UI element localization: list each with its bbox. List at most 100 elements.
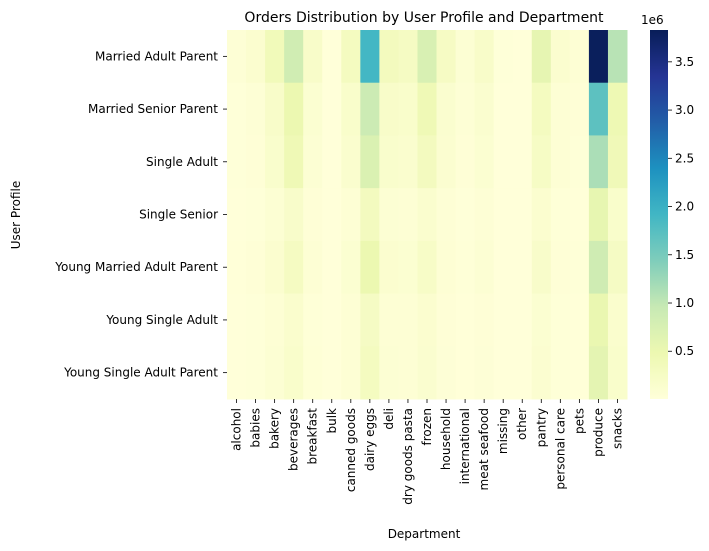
- heatmap-cell: [531, 135, 552, 189]
- chart-title: Orders Distribution by User Profile and …: [244, 10, 604, 26]
- heatmap-cell: [341, 293, 361, 347]
- heatmap-cell: [398, 82, 418, 136]
- heatmap-cell: [284, 188, 304, 242]
- y-tick-label: Single Senior: [139, 208, 218, 222]
- heatmap-cell: [512, 240, 533, 295]
- heatmap-cell: [379, 30, 399, 84]
- heatmap-cell: [265, 346, 285, 400]
- x-tick-label: babies: [249, 408, 263, 448]
- heatmap-cell: [455, 135, 476, 189]
- heatmap-cell: [474, 293, 495, 347]
- heatmap-cell: [322, 346, 342, 400]
- x-tick-label: international: [458, 408, 472, 484]
- heatmap-cell: [474, 135, 495, 189]
- x-tick-label: frozen: [420, 408, 434, 446]
- heatmap-cell: [550, 30, 571, 84]
- y-axis-label: User Profile: [9, 181, 23, 249]
- heatmap-cell: [341, 30, 361, 84]
- heatmap-cell: [417, 293, 438, 347]
- heatmap-cell: [322, 240, 342, 295]
- x-tick-label: snacks: [610, 408, 624, 449]
- y-tick-label: Married Senior Parent: [88, 102, 218, 116]
- x-tick-label: missing: [496, 408, 510, 454]
- heatmap-cell: [607, 293, 628, 347]
- heatmap-cell: [436, 240, 457, 295]
- y-tick-labels: Married Adult Parent Married Senior Paren…: [54, 49, 227, 380]
- heatmap-cell: [588, 30, 609, 84]
- heatmap-cell: [379, 135, 399, 189]
- heatmap-cell: [227, 240, 247, 295]
- heatmap-cell: [550, 82, 571, 136]
- heatmap-cell: [436, 30, 457, 84]
- heatmap-cell: [455, 188, 476, 242]
- heatmap-cell: [550, 293, 571, 347]
- heatmap-cell: [360, 30, 380, 84]
- heatmap-cell: [246, 30, 266, 84]
- heatmap-cell: [607, 346, 628, 400]
- heatmap-cell: [512, 30, 533, 84]
- heatmap-cell: [284, 135, 304, 189]
- heatmap-cell: [284, 82, 304, 136]
- heatmap-cell: [436, 82, 457, 136]
- heatmap-cell: [607, 135, 628, 189]
- heatmap-cell: [493, 240, 514, 295]
- heatmap-cell: [512, 293, 533, 347]
- heatmap-cell: [246, 188, 266, 242]
- y-tick-label: Young Single Adult: [105, 313, 218, 327]
- colorbar-tick-label: 1.5: [675, 248, 694, 262]
- heatmap-cell: [417, 240, 438, 295]
- heatmap-cell: [265, 135, 285, 189]
- x-tick-label: household: [439, 408, 453, 470]
- heatmap-cell: [455, 30, 476, 84]
- heatmap-cell: [588, 346, 609, 400]
- heatmap-cell: [493, 82, 514, 136]
- x-tick-label: alcohol: [230, 408, 244, 451]
- x-tick-label: deli: [382, 408, 396, 430]
- heatmap-cell: [303, 82, 323, 136]
- x-tick-label: beverages: [287, 408, 301, 471]
- colorbar-tick-label: 1.0: [675, 296, 694, 310]
- heatmap-cell: [569, 82, 590, 136]
- heatmap-cell: [455, 346, 476, 400]
- heatmap-cell: [531, 30, 552, 84]
- x-tick-label: dairy eggs: [363, 408, 377, 471]
- heatmap-cell: [360, 240, 380, 295]
- heatmap-cell: [360, 135, 380, 189]
- heatmap-cell: [398, 188, 418, 242]
- y-tick-label: Single Adult: [146, 155, 218, 169]
- heatmap-cell: [322, 135, 342, 189]
- heatmap-cell: [436, 293, 457, 347]
- heatmap-cell: [569, 30, 590, 84]
- heatmap-cell: [493, 293, 514, 347]
- x-tick-label: personal care: [553, 408, 567, 490]
- heatmap-cell: [455, 240, 476, 295]
- heatmap-cell: [284, 346, 304, 400]
- heatmap-cell: [341, 188, 361, 242]
- heatmap-cell: [341, 240, 361, 295]
- heatmap-cell: [493, 188, 514, 242]
- heatmap-cell: [569, 346, 590, 400]
- heatmap-cell: [588, 293, 609, 347]
- heatmap-cell: [512, 188, 533, 242]
- heatmap-cell: [341, 82, 361, 136]
- heatmap-cell: [284, 30, 304, 84]
- heatmap-cell: [398, 240, 418, 295]
- heatmap-cell: [512, 346, 533, 400]
- heatmap-cell: [569, 188, 590, 242]
- x-tick-label: breakfast: [306, 408, 320, 465]
- heatmap-cell: [569, 135, 590, 189]
- heatmap-cell: [227, 346, 247, 400]
- heatmap-cell: [322, 30, 342, 84]
- heatmap-cell: [303, 188, 323, 242]
- heatmap-cell: [379, 82, 399, 136]
- heatmap-cell: [417, 346, 438, 400]
- heatmap-cell: [455, 293, 476, 347]
- heatmap-cell: [531, 346, 552, 400]
- heatmap-cell: [379, 293, 399, 347]
- heatmap-cell: [398, 30, 418, 84]
- y-tick-label: Young Married Adult Parent: [54, 260, 218, 274]
- heatmap-cell: [474, 346, 495, 400]
- heatmap-cell: [531, 82, 552, 136]
- colorbar-tick-label: 2.5: [675, 151, 694, 165]
